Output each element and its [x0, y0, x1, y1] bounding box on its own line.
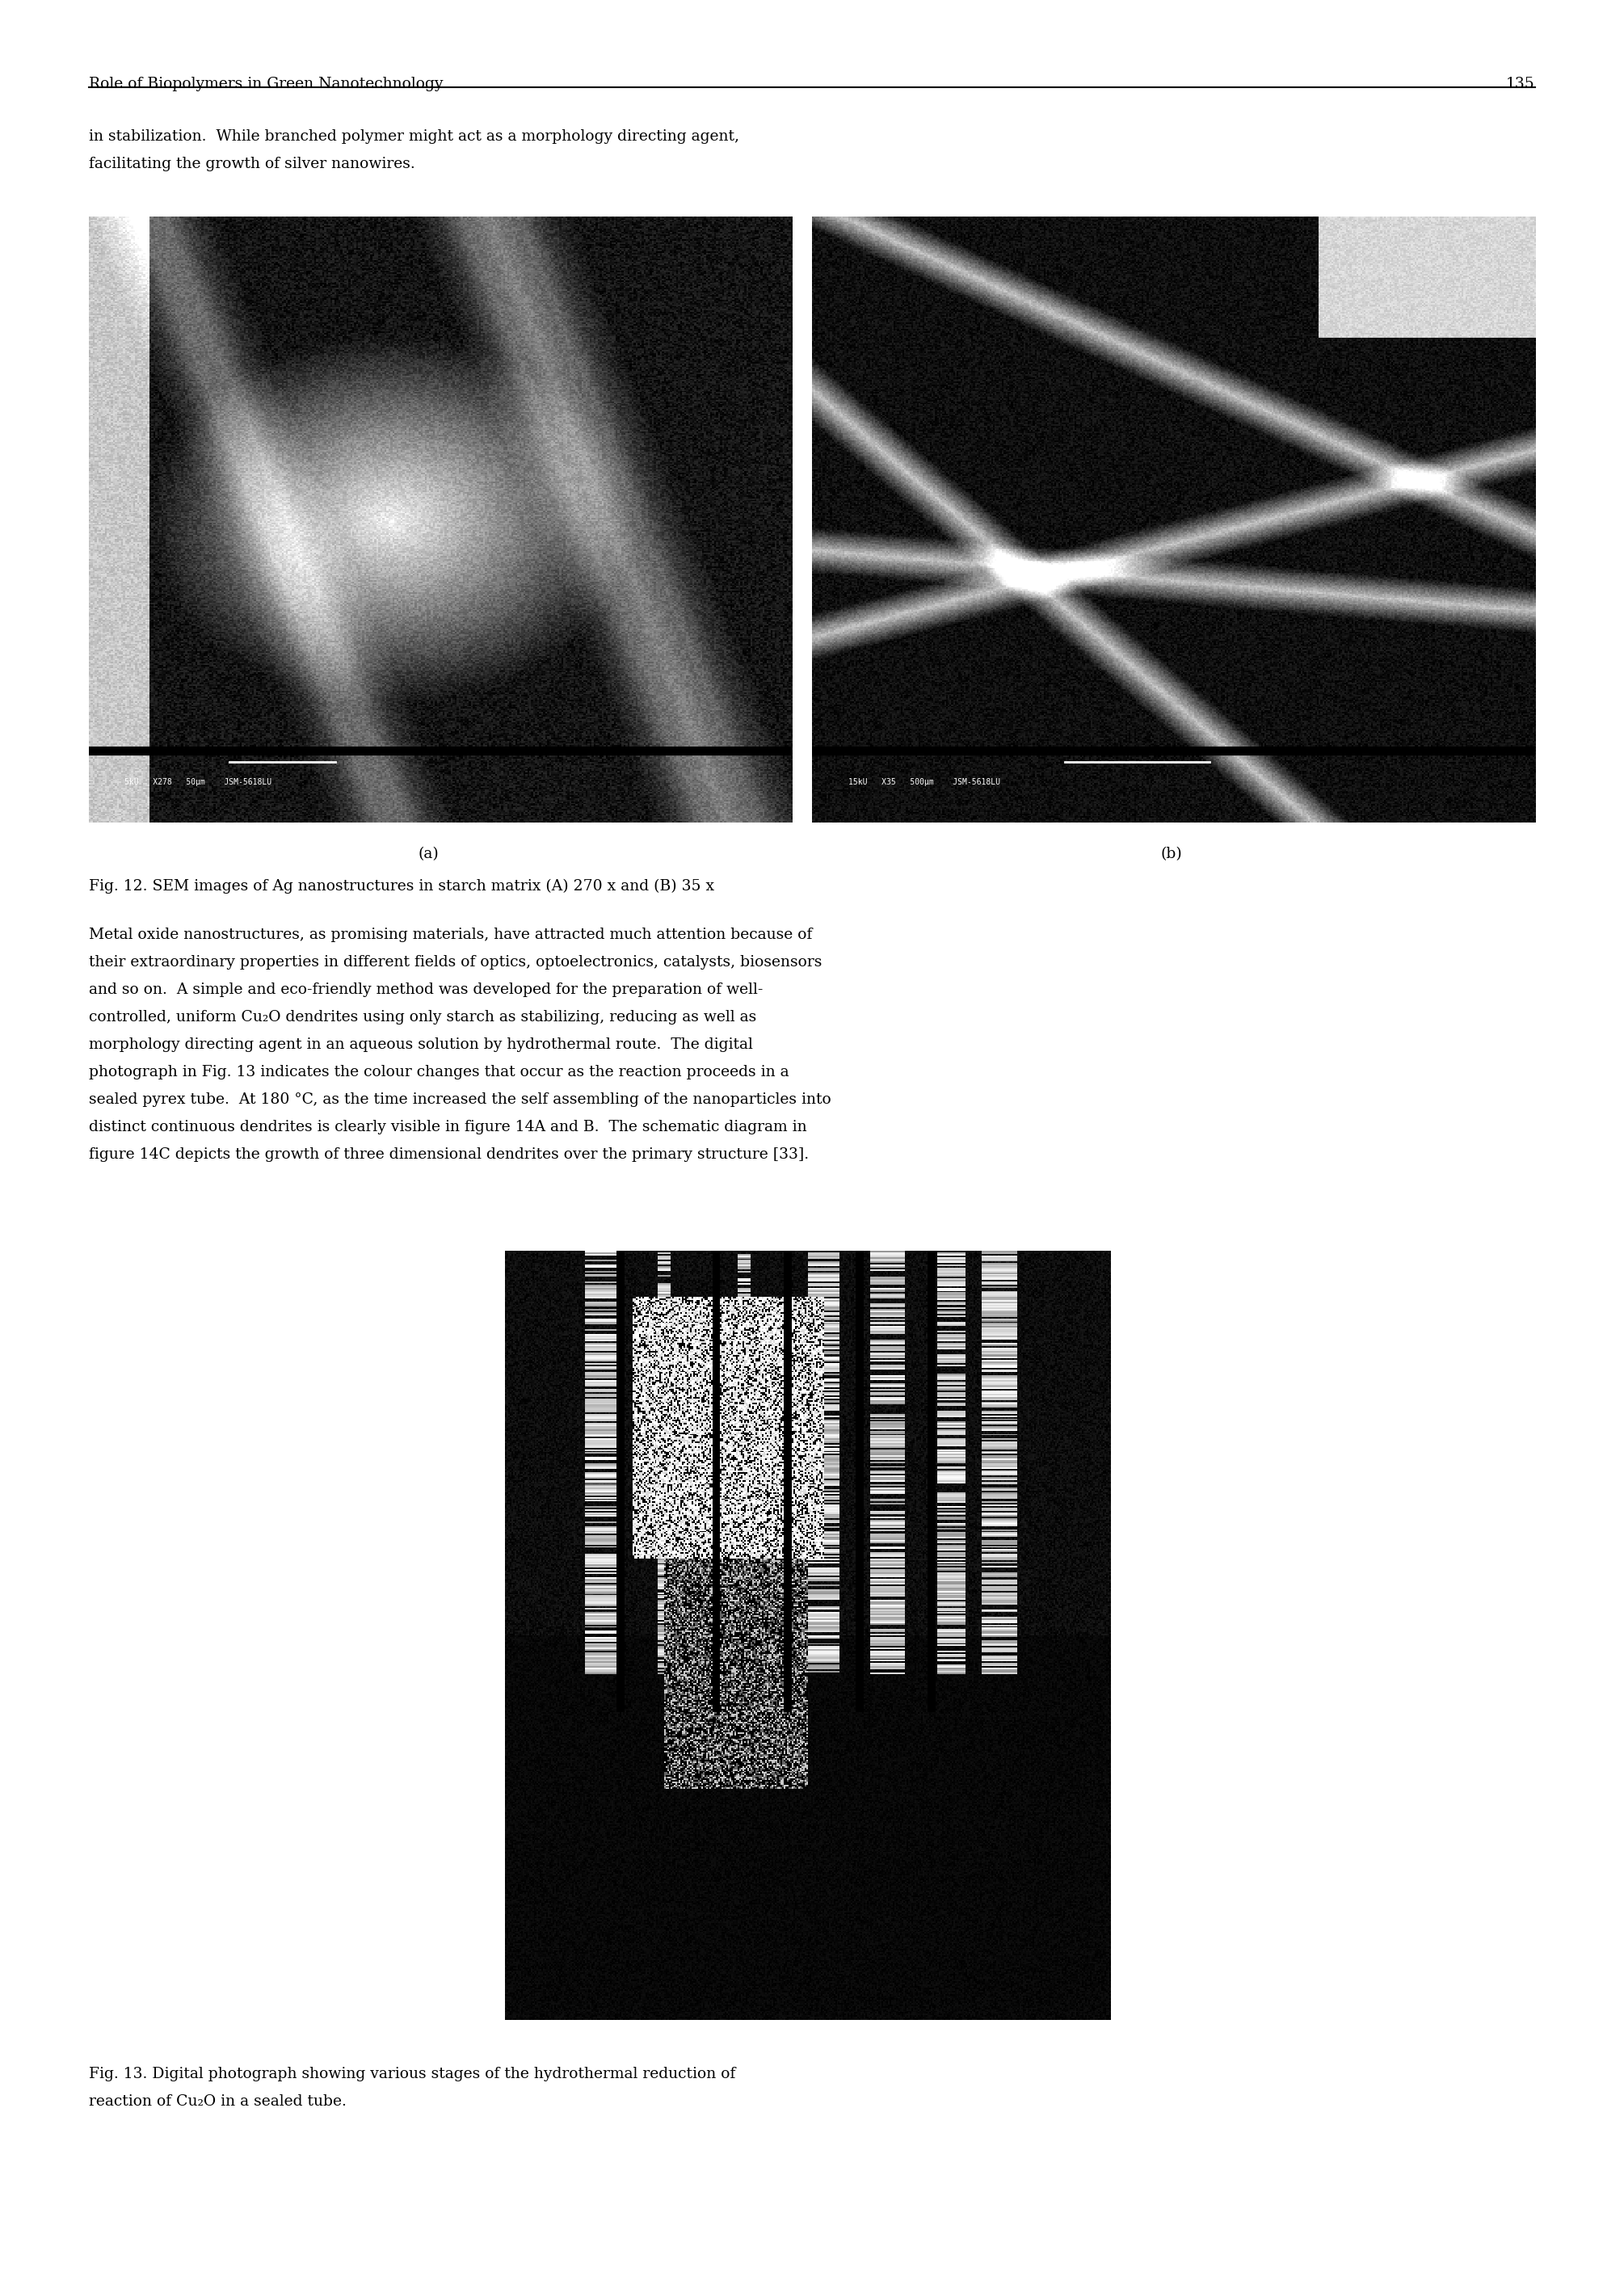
Text: (a): (a) [417, 847, 438, 861]
Text: sealed pyrex tube.  At 180 °C, as the time increased the self assembling of the : sealed pyrex tube. At 180 °C, as the tim… [89, 1092, 831, 1108]
Text: Fig. 13. Digital photograph showing various stages of the hydrothermal reduction: Fig. 13. Digital photograph showing vari… [89, 2067, 736, 2081]
Text: photograph in Fig. 13 indicates the colour changes that occur as the reaction pr: photograph in Fig. 13 indicates the colo… [89, 1064, 789, 1080]
Text: (b): (b) [1161, 847, 1182, 861]
Text: Fig. 12. SEM images of Ag nanostructures in starch matrix (A) 270 x and (B) 35 x: Fig. 12. SEM images of Ag nanostructures… [89, 879, 715, 893]
Text: reaction of Cu₂O in a sealed tube.: reaction of Cu₂O in a sealed tube. [89, 2094, 346, 2108]
Text: in stabilization.  While branched polymer might act as a morphology directing ag: in stabilization. While branched polymer… [89, 128, 739, 144]
Text: their extraordinary properties in different fields of optics, optoelectronics, c: their extraordinary properties in differ… [89, 955, 822, 971]
Text: distinct continuous dendrites is clearly visible in figure 14A and B.  The schem: distinct continuous dendrites is clearly… [89, 1119, 807, 1135]
Text: Metal oxide nanostructures, as promising materials, have attracted much attentio: Metal oxide nanostructures, as promising… [89, 927, 812, 943]
Text: figure 14C depicts the growth of three dimensional dendrites over the primary st: figure 14C depicts the growth of three d… [89, 1147, 809, 1163]
Text: 15kU   X35   500μm    JSM-5618LU: 15kU X35 500μm JSM-5618LU [848, 778, 1000, 785]
Text: facilitating the growth of silver nanowires.: facilitating the growth of silver nanowi… [89, 156, 416, 172]
Text: morphology directing agent in an aqueous solution by hydrothermal route.  The di: morphology directing agent in an aqueous… [89, 1037, 754, 1053]
Text: controlled, uniform Cu₂O dendrites using only starch as stabilizing, reducing as: controlled, uniform Cu₂O dendrites using… [89, 1009, 757, 1025]
Text: 5kU   X278   50μm    JSM-5618LU: 5kU X278 50μm JSM-5618LU [123, 778, 271, 785]
Text: 135: 135 [1505, 78, 1535, 92]
Text: Role of Biopolymers in Green Nanotechnology: Role of Biopolymers in Green Nanotechnol… [89, 78, 443, 92]
Text: and so on.  A simple and eco-friendly method was developed for the preparation o: and so on. A simple and eco-friendly met… [89, 982, 763, 998]
